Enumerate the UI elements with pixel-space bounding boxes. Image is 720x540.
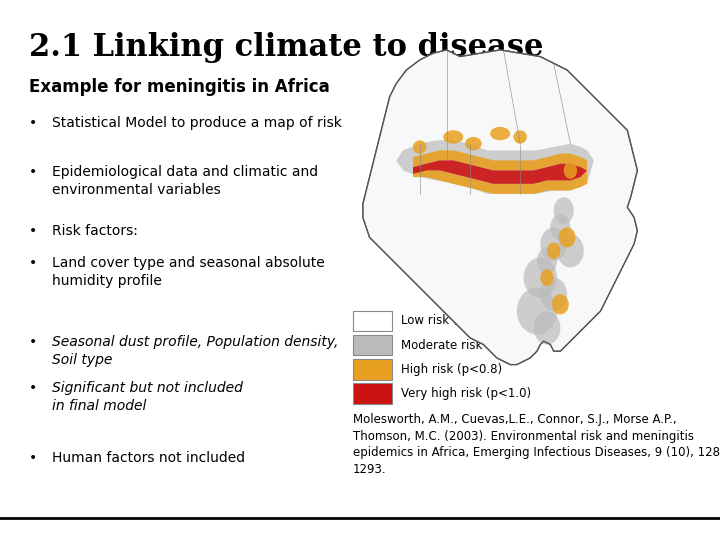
Ellipse shape [465,137,482,150]
Ellipse shape [557,234,584,267]
Ellipse shape [550,214,570,241]
Ellipse shape [554,197,574,224]
Ellipse shape [540,227,567,261]
Ellipse shape [413,140,426,154]
Text: Human factors not included: Human factors not included [52,451,245,465]
Ellipse shape [517,288,557,334]
Text: Epidemiological data and climatic and
environmental variables: Epidemiological data and climatic and en… [52,165,318,197]
Polygon shape [396,140,594,194]
Text: Significant but not included
in final model: Significant but not included in final mo… [52,381,243,413]
Text: High risk (p<0.8): High risk (p<0.8) [401,363,502,376]
Ellipse shape [534,311,560,345]
Ellipse shape [537,247,557,274]
Ellipse shape [523,258,557,298]
Ellipse shape [564,162,577,179]
Text: Low risk (p<0.4): Low risk (p<0.4) [401,314,498,327]
Ellipse shape [444,130,463,144]
Polygon shape [413,150,588,171]
Bar [353,359,392,380]
Text: Risk factors:: Risk factors: [52,224,138,238]
Text: •: • [29,224,37,238]
Text: •: • [29,451,37,465]
Text: •: • [29,335,37,349]
Text: •: • [29,116,37,130]
Text: 2.1 Linking climate to disease: 2.1 Linking climate to disease [29,32,544,63]
Bar [353,383,392,404]
Polygon shape [413,167,588,194]
Text: Very high risk (p<1.0): Very high risk (p<1.0) [401,387,531,400]
Ellipse shape [540,269,554,286]
Ellipse shape [490,127,510,140]
Polygon shape [413,160,588,184]
Ellipse shape [559,227,575,247]
Text: •: • [29,381,37,395]
Text: Example for meningitis in Africa: Example for meningitis in Africa [29,78,330,96]
Bar [353,310,392,331]
Text: Seasonal dust profile, Population density,
Soil type: Seasonal dust profile, Population densit… [52,335,338,367]
Text: Moderate risk (p<0.6): Moderate risk (p<0.6) [401,339,531,352]
Text: Land cover type and seasonal absolute
humidity profile: Land cover type and seasonal absolute hu… [52,256,325,288]
Ellipse shape [547,242,560,259]
Text: •: • [29,256,37,271]
Ellipse shape [540,278,567,311]
Ellipse shape [552,294,569,314]
Bar [353,335,392,355]
Polygon shape [363,50,637,365]
Text: •: • [29,165,37,179]
Text: Statistical Model to produce a map of risk: Statistical Model to produce a map of ri… [52,116,342,130]
Ellipse shape [513,130,527,144]
Text: Molesworth, A.M., Cuevas,L.E., Connor, S.J., Morse A.P.,
Thomson, M.C. (2003). E: Molesworth, A.M., Cuevas,L.E., Connor, S… [353,413,720,476]
